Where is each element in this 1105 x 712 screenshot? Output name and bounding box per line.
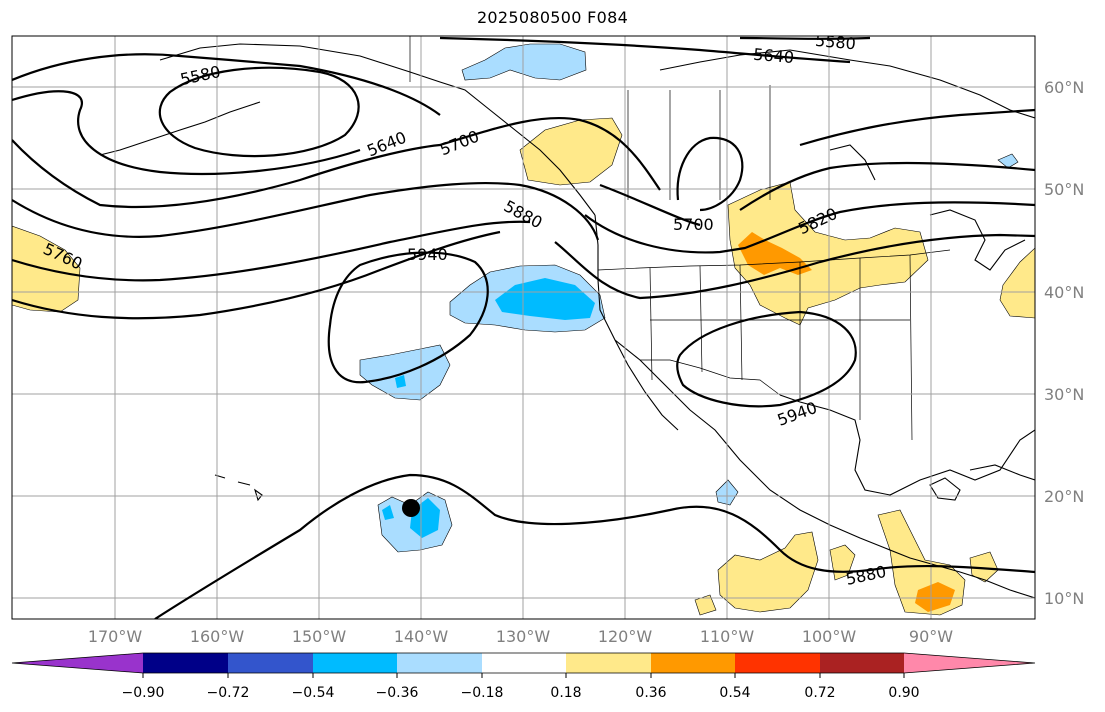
contour-5580-low [158,66,360,158]
colorbar-bin [228,653,313,673]
map-title: 2025080500 F084 [476,8,629,27]
canada-coast [659,49,1035,119]
positive-anomaly-area [727,181,929,326]
negative-anomaly-area [495,278,595,320]
colorbar-tick-label: 0.54 [719,685,750,701]
colorbar: −0.90 −0.72 −0.54 −0.36 −0.18 0.18 0.36 … [11,652,1036,701]
lon-label-130w: 130°W [496,627,551,646]
contour-5760 [12,181,600,241]
storm-center-marker [402,499,420,517]
colorbar-max-extend [904,653,1035,673]
hudson-coast [829,144,876,181]
negative-anomaly-area [382,505,394,520]
lon-label-120w: 120°W [598,627,653,646]
lat-label-10n: 10°N [1044,589,1084,608]
colorbar-tick-label: 0.90 [888,685,919,701]
negative-anomaly-area [395,375,406,388]
colorbar-bin [482,653,566,673]
coastlines [99,43,1035,599]
colorbar-bin [566,653,651,673]
lon-label-150w: 150°W [292,627,347,646]
positive-anomaly-area [519,117,623,186]
negative-anomaly-area [461,43,587,81]
colorbar-tick-label: 0.18 [550,685,581,701]
map-border [11,35,1036,620]
positive-anomaly-area [694,594,717,616]
colorbar-tick-label: −0.18 [461,685,504,701]
great-lakes [929,209,1026,271]
contour-label: 5700 [673,215,714,234]
contour-5880-south [154,473,1035,619]
lon-label-140w: 140°W [394,627,449,646]
province-lines [409,36,771,200]
cuba [969,464,1035,481]
gulf-coast [779,394,1035,496]
lat-label-40n: 40°N [1044,283,1084,302]
contour-5880-left [12,230,501,320]
positive-anomaly-area [969,551,999,583]
contour-5880-right [554,233,1035,300]
lon-label-110w: 110°W [700,627,755,646]
height-contours [12,36,1035,619]
contour-5700-east [799,108,1035,147]
lon-label-100w: 100°W [802,627,857,646]
colorbar-tick-label: −0.72 [207,685,250,701]
contour-label: 5580 [814,31,856,53]
baja-peninsula [614,339,679,431]
colorbar-bin [397,653,482,673]
positive-anomaly-area [717,531,819,613]
us-canada-border [597,249,951,271]
aleutian-islands [99,101,261,156]
contour-5700-cutoff [676,136,744,212]
colorbar-tick-label: −0.90 [122,685,165,701]
contour-5940-ridge [327,251,489,384]
positive-anomaly-area [915,582,955,612]
political-borders [409,36,951,441]
colorbar-bin [820,653,904,673]
colorbar-tick-label: −0.36 [376,685,419,701]
contour-5820-right [584,201,1035,254]
positive-anomaly-area [999,247,1035,319]
lat-label-20n: 20°N [1044,487,1084,506]
longitude-labels: 170°W 160°W 150°W 140°W 130°W 120°W 110°… [88,627,953,646]
lon-label-160w: 160°W [190,627,245,646]
contour-5580-north [739,36,871,40]
us-mexico-border [640,359,781,396]
colorbar-bin [651,653,735,673]
colorbar-bin [313,653,397,673]
latitude-labels: 60°N 50°N 40°N 30°N 20°N 10°N [1044,78,1084,608]
contour-5640-upper [12,53,441,176]
negative-anomaly-area [997,153,1019,169]
lon-label-90w: 90°W [909,627,953,646]
contour-5940-desert [676,310,857,408]
lat-label-30n: 30°N [1044,385,1084,404]
contour-label: 5640 [753,45,795,67]
colorbar-tick-label: −0.54 [292,685,335,701]
lat-label-60n: 60°N [1044,78,1084,97]
colorbar-min-extend [12,653,143,673]
alaska-coast [159,43,596,216]
contour-label: 5940 [407,245,448,264]
contour-5820-left [12,220,531,282]
colorbar-tick-label: 0.36 [635,685,666,701]
west-coast [594,214,1035,599]
colorbar-tick-label: 0.72 [804,685,835,701]
lon-label-170w: 170°W [88,627,143,646]
colorbar-bin [143,653,228,673]
lat-label-50n: 50°N [1044,180,1084,199]
contour-5640-north [439,36,851,64]
colorbar-bin [735,653,820,673]
colorbar-ticks [142,673,905,678]
contour-5760-right [599,161,1035,227]
contour-5700-outer [12,116,661,209]
map-plot-area: 5580 5640 5700 5640 5700 5580 5760 5880 … [12,31,1035,619]
